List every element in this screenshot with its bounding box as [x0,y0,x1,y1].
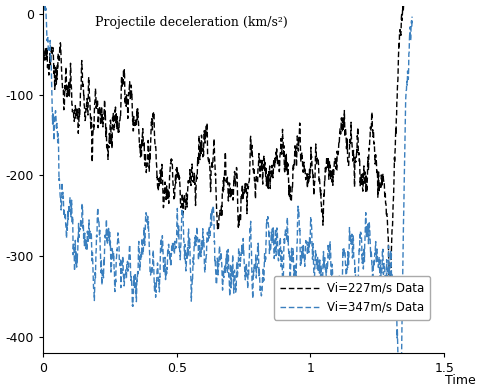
Vi=227m/s Data [310,169,315,174]
Vi=347m/s Data [40,0,46,3]
Vi=227m/s Data [327,163,333,167]
Legend: Vi=227m/s Data, Vi=347m/s Data: Vi=227m/s Data, Vi=347m/s Data [274,276,430,320]
Vi=227m/s Data [166,193,171,198]
Vi=347m/s Data [82,243,87,248]
Vi=227m/s Data [166,201,172,206]
Vi=347m/s Data [298,254,304,259]
X-axis label: Time (ms): Time (ms) [445,374,480,387]
Vi=347m/s Data [400,257,406,261]
Vi=347m/s Data [364,234,370,239]
Vi=227m/s Data [50,47,56,52]
Vi=227m/s Data [127,87,133,92]
Text: Projectile deceleration (km/s²): Projectile deceleration (km/s²) [95,16,288,29]
Vi=347m/s Data [409,14,415,19]
Vi=227m/s Data [40,42,46,46]
Vi=227m/s Data [387,284,393,289]
Vi=347m/s Data [360,267,366,271]
Line: Vi=347m/s Data: Vi=347m/s Data [43,0,412,390]
Vi=347m/s Data [135,268,141,272]
Line: Vi=227m/s Data: Vi=227m/s Data [43,0,404,287]
